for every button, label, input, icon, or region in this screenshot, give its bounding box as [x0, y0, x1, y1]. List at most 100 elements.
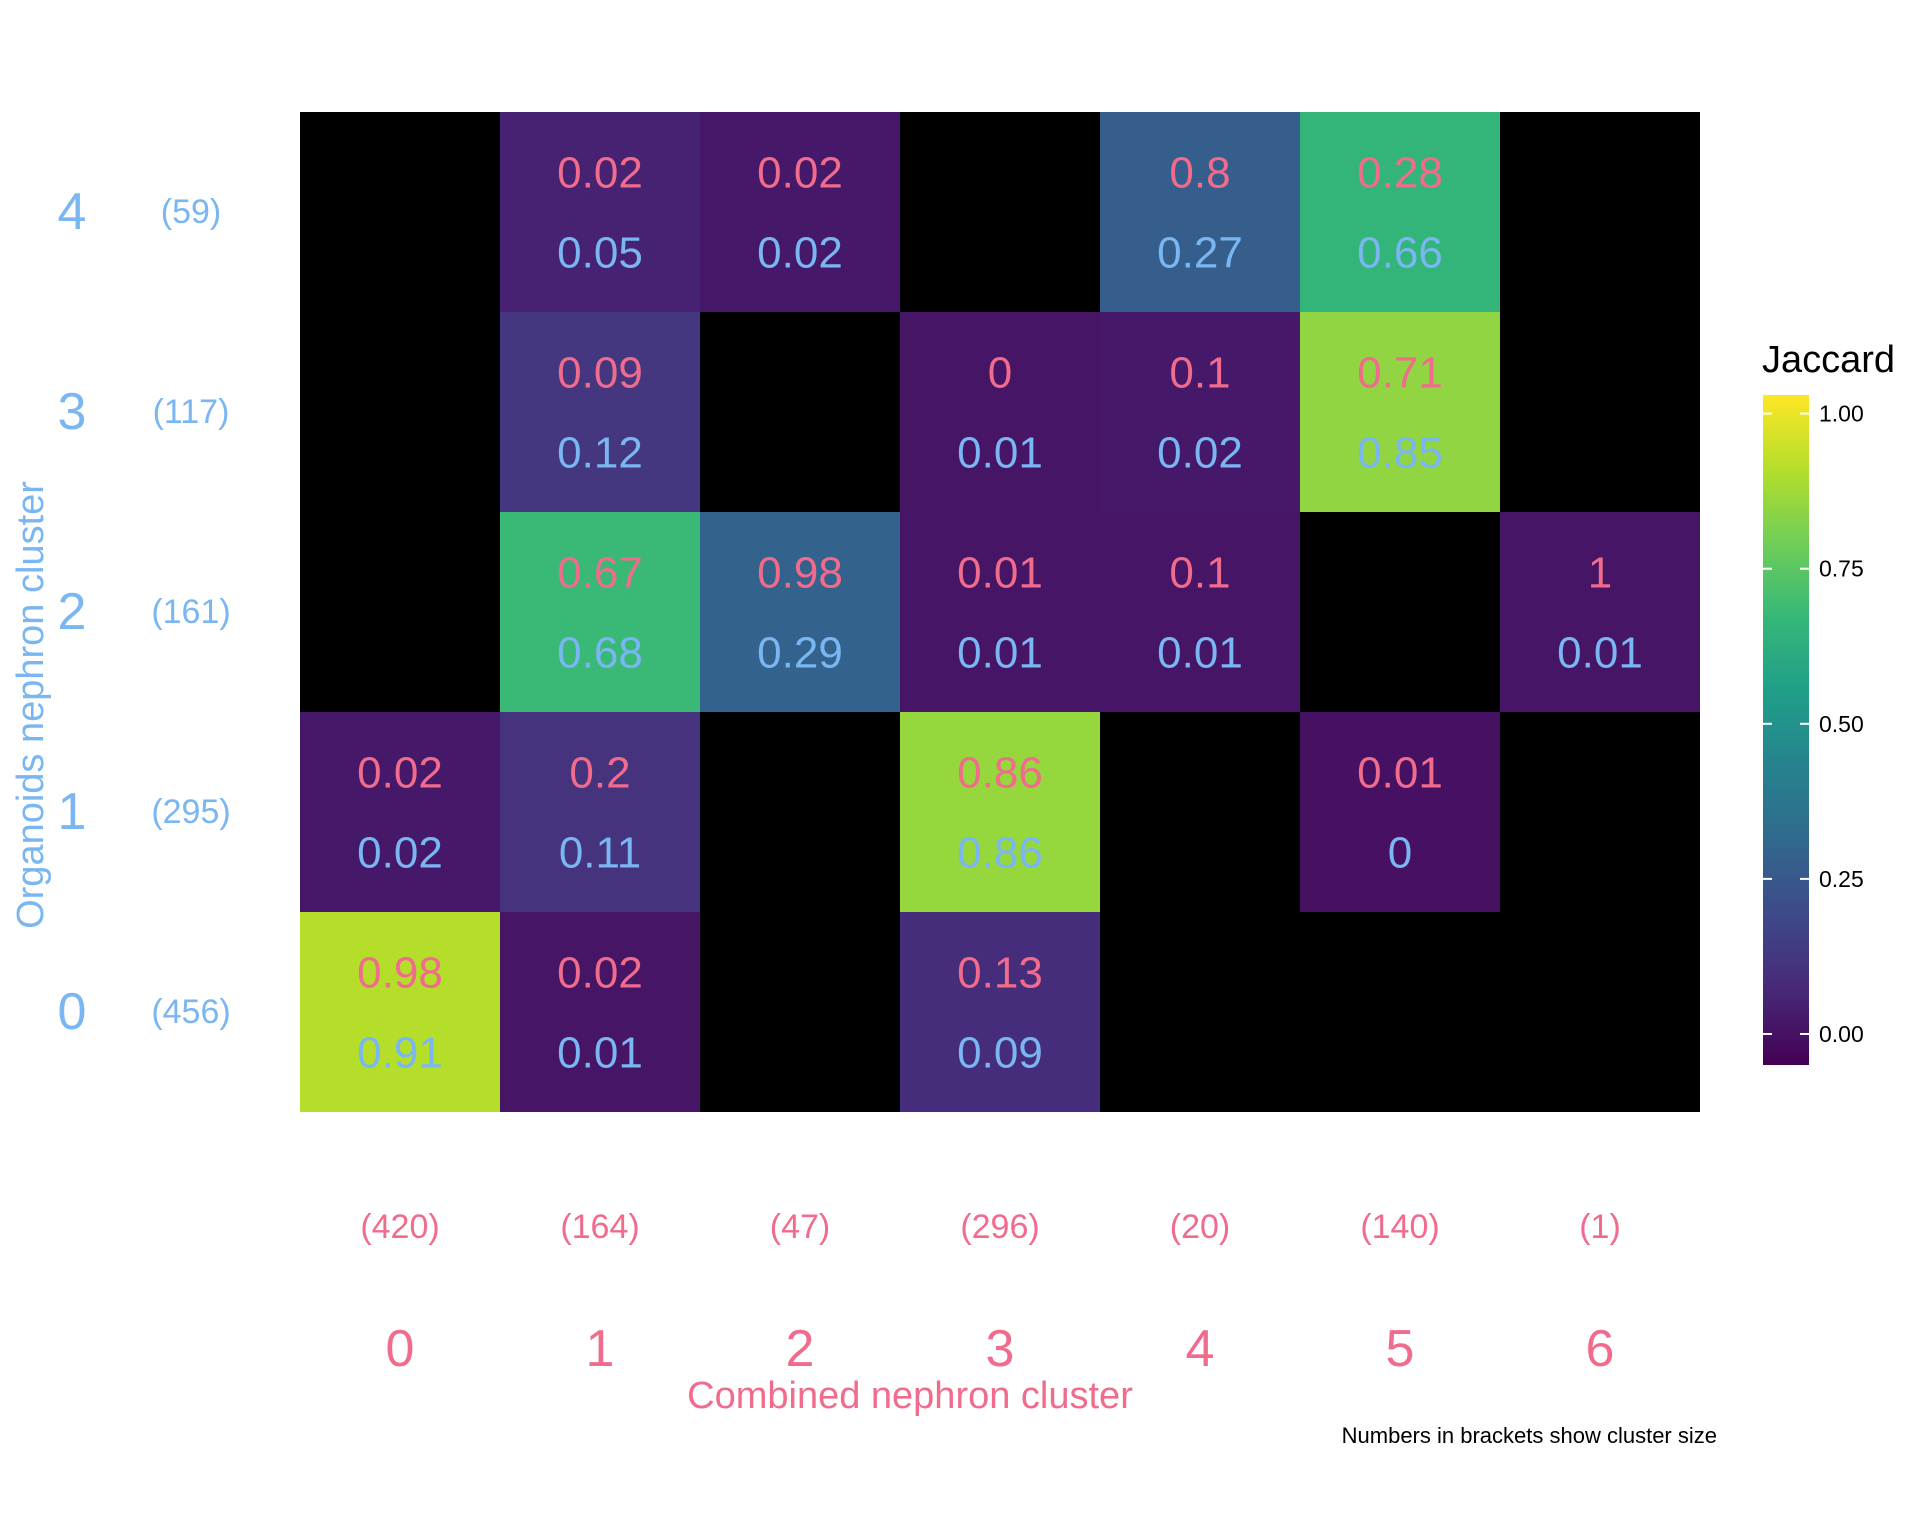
x-cluster-size-label: (296) [960, 1208, 1039, 1246]
legend-tick-label: 0.25 [1819, 866, 1864, 892]
y-tick-label: 4 [58, 183, 87, 241]
cell-label-top: 0.02 [357, 749, 443, 798]
cell-label-bottom: 0.11 [559, 829, 641, 878]
y-cluster-size-label: (456) [151, 993, 230, 1031]
y-tick-label: 0 [58, 983, 87, 1041]
y-cluster-size-label: (161) [151, 593, 230, 631]
cell-label-bottom: 0.91 [357, 1029, 443, 1078]
cell-label-bottom: 0.01 [1557, 629, 1643, 678]
cell-label-top: 1 [1588, 549, 1612, 598]
x-tick-label: 0 [386, 1320, 415, 1378]
heatmap-cell [1300, 712, 1500, 912]
cell-label-top: 0.28 [1357, 149, 1443, 198]
cell-label-bottom: 0.09 [957, 1029, 1043, 1078]
x-tick-label: 4 [1186, 1320, 1215, 1378]
heatmap-cell [1500, 512, 1700, 712]
x-axis: (420) 0 (164) 1 (47) 2 (296) 3 (20) 4 (140) 5 (1) 6 [360, 1208, 1620, 1378]
heatmap-cell [700, 112, 900, 312]
heatmap-cell [500, 112, 700, 312]
x-tick-label: 2 [786, 1320, 815, 1378]
x-cluster-size-label: (47) [770, 1208, 830, 1246]
cell-label-top: 0.71 [1357, 349, 1443, 398]
legend-tick-label: 0.00 [1819, 1021, 1864, 1047]
legend-ticks: 1.00 0.75 0.50 0.25 0.00 [1763, 401, 1864, 1047]
y-cluster-size-label: (59) [161, 193, 221, 231]
cell-label-top: 0 [988, 349, 1012, 398]
cell-label-top: 0.1 [1169, 549, 1230, 598]
cell-label-bottom: 0.05 [557, 229, 643, 278]
legend-tick-label: 0.75 [1819, 556, 1864, 582]
cell-label-bottom: 0 [1388, 829, 1412, 878]
heatmap-cell [300, 912, 500, 1112]
x-tick-label: 6 [1586, 1320, 1615, 1378]
cell-label-bottom: 0.29 [757, 629, 843, 678]
cell-label-bottom: 0.02 [1157, 429, 1243, 478]
cell-label-top: 0.8 [1169, 149, 1230, 198]
y-tick-label: 3 [58, 383, 87, 441]
legend-title: Jaccard [1762, 339, 1895, 381]
caption: Numbers in brackets show cluster size [1342, 1423, 1717, 1448]
cell-label-bottom: 0.02 [357, 829, 443, 878]
y-tick-label: 2 [58, 583, 87, 641]
cell-label-bottom: 0.27 [1157, 229, 1243, 278]
color-legend: Jaccard 1.00 0.75 0.50 0.25 0.00 [1762, 339, 1895, 1065]
x-cluster-size-label: (140) [1360, 1208, 1439, 1246]
heatmap-cell [300, 712, 500, 912]
heatmap-cell [900, 312, 1100, 512]
cell-label-top: 0.09 [557, 349, 643, 398]
cell-label-bottom: 0.68 [557, 629, 643, 678]
x-tick-label: 3 [986, 1320, 1015, 1378]
cell-label-bottom: 0.01 [957, 429, 1043, 478]
cell-label-top: 0.13 [957, 949, 1043, 998]
heatmap-cell [1100, 112, 1300, 312]
y-cluster-size-label: (295) [151, 793, 230, 831]
cell-label-bottom: 0.12 [557, 429, 643, 478]
legend-colorbar [1763, 395, 1809, 1065]
cell-label-bottom: 0.66 [1357, 229, 1443, 278]
cell-label-top: 0.2 [569, 749, 630, 798]
cell-label-top: 0.02 [757, 149, 843, 198]
heatmap-cell [900, 912, 1100, 1112]
heatmap-cells [300, 112, 1700, 1112]
y-cluster-size-label: (117) [153, 393, 230, 431]
heatmap-cell [500, 312, 700, 512]
y-tick-label: 1 [58, 783, 87, 841]
heatmap-cell [1100, 312, 1300, 512]
cell-label-top: 0.01 [1357, 749, 1443, 798]
cell-label-top: 0.98 [757, 549, 843, 598]
cell-value-labels: 0.980.910.020.010.130.090.020.020.20.110… [357, 149, 1643, 1078]
y-axis: 0 (456) 1 (295) 2 (161) 3 (117) 4 (59) [58, 183, 231, 1041]
x-tick-label: 5 [1386, 1320, 1415, 1378]
cell-label-top: 0.02 [557, 149, 643, 198]
x-axis-title: Combined nephron cluster [687, 1375, 1133, 1417]
heatmap-cell [700, 512, 900, 712]
heatmap-cell [500, 912, 700, 1112]
heatmap-cell [1300, 312, 1500, 512]
cell-label-bottom: 0.01 [1157, 629, 1243, 678]
legend-tick-label: 0.50 [1819, 711, 1864, 737]
cell-label-top: 0.67 [557, 549, 643, 598]
cell-label-bottom: 0.01 [557, 1029, 643, 1078]
cell-label-top: 0.98 [357, 949, 443, 998]
cell-label-top: 0.02 [557, 949, 643, 998]
legend-tick-label: 1.00 [1819, 401, 1864, 427]
heatmap-cell [500, 712, 700, 912]
cell-label-top: 0.01 [957, 549, 1043, 598]
heatmap-cell [900, 712, 1100, 912]
cell-label-bottom: 0.85 [1357, 429, 1443, 478]
x-cluster-size-label: (164) [560, 1208, 639, 1246]
cell-label-bottom: 0.02 [757, 229, 843, 278]
cell-label-top: 0.86 [957, 749, 1043, 798]
heatmap-cell [900, 512, 1100, 712]
cell-label-bottom: 0.86 [957, 829, 1043, 878]
heatmap-cell [500, 512, 700, 712]
x-tick-label: 1 [586, 1320, 615, 1378]
y-axis-title: Organoids nephron cluster [10, 481, 52, 929]
x-cluster-size-label: (20) [1170, 1208, 1230, 1246]
cell-label-top: 0.1 [1169, 349, 1230, 398]
x-cluster-size-label: (420) [360, 1208, 439, 1246]
x-cluster-size-label: (1) [1579, 1208, 1621, 1246]
heatmap-cell [1300, 112, 1500, 312]
heatmap-cell [1100, 512, 1300, 712]
